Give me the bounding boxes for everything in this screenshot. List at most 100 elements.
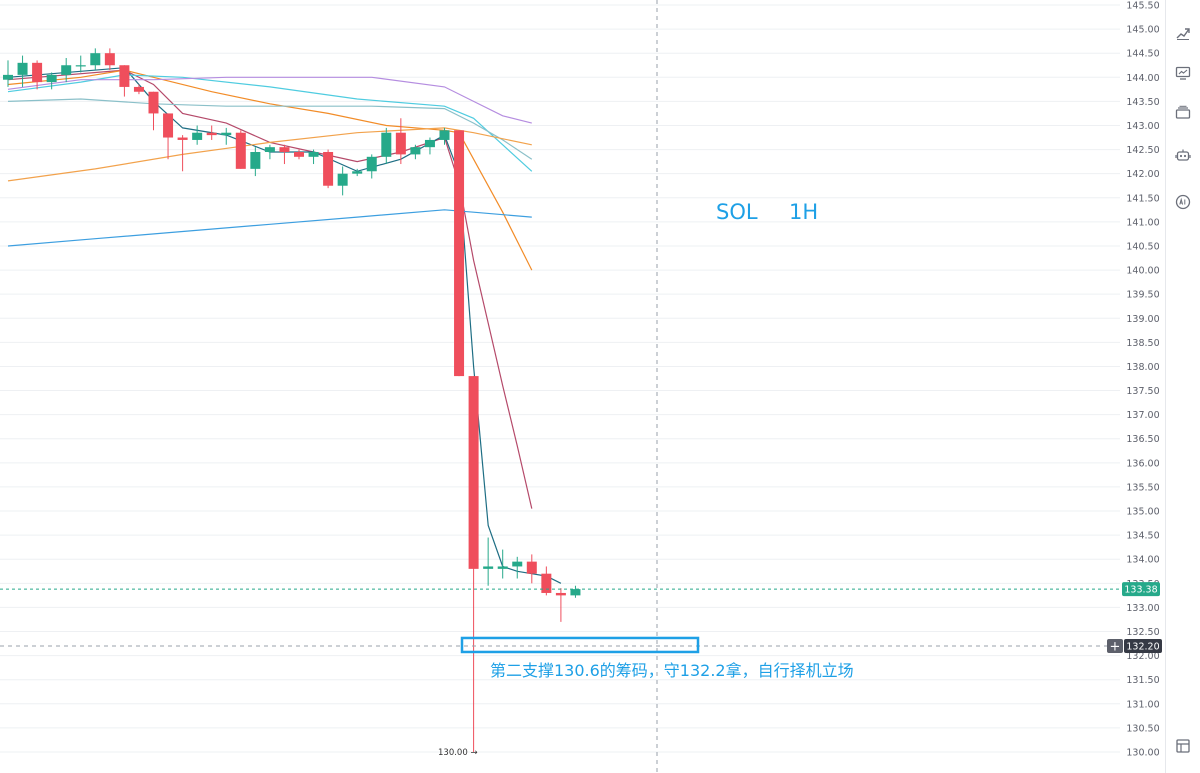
candle-body	[294, 151, 304, 157]
low-price-marker: 130.00 →	[438, 748, 478, 758]
plus-icon[interactable]: +	[1110, 639, 1121, 654]
candle	[90, 48, 101, 71]
y-tick-label: 137.50	[1126, 386, 1159, 397]
price-axis[interactable]: 145.50 145.00 144.50 144.00 143.50 143.00 142.…	[1120, 0, 1166, 773]
candle	[497, 549, 508, 579]
candle-body	[555, 592, 566, 596]
y-tick-label: 139.00	[1126, 314, 1159, 325]
candle-body	[497, 566, 508, 569]
moving-average-line	[7, 76, 532, 124]
monitor-icon[interactable]	[1174, 64, 1192, 82]
moving-average-lines	[7, 67, 562, 584]
y-tick-label: 140.00	[1126, 266, 1159, 277]
candle	[206, 125, 217, 140]
current-price-tag	[1122, 582, 1160, 597]
moving-average-line	[7, 67, 562, 584]
candle	[177, 135, 188, 172]
y-tick-label: 135.50	[1126, 482, 1159, 493]
stacked-cards-icon[interactable]	[1174, 104, 1192, 122]
candle-body	[468, 376, 479, 569]
y-tick-label: 134.00	[1126, 555, 1159, 566]
candle-body	[17, 62, 28, 75]
candle-body	[119, 65, 130, 87]
moving-average-line	[7, 98, 533, 160]
y-tick-label: 130.50	[1126, 723, 1159, 734]
candle	[104, 48, 115, 71]
moving-average-line	[7, 127, 532, 182]
candle-body	[483, 566, 494, 569]
y-tick-label: 141.00	[1126, 217, 1159, 228]
y-tick-label: 137.00	[1126, 410, 1159, 421]
y-tick-label: 138.50	[1126, 338, 1159, 349]
ai-badge-icon[interactable]	[1174, 193, 1192, 211]
candle	[541, 566, 552, 596]
layout-panel-icon[interactable]	[1174, 737, 1192, 755]
candle-body	[570, 589, 581, 596]
y-tick-label: 136.00	[1126, 458, 1159, 469]
candle-body	[206, 132, 217, 136]
candle-body	[192, 132, 203, 140]
candle	[366, 154, 377, 179]
candle-body	[133, 86, 144, 92]
y-tick-label: 132.50	[1126, 627, 1159, 638]
candle-body	[163, 113, 174, 138]
trending-chart-icon[interactable]	[1174, 24, 1192, 42]
y-tick-label: 133.00	[1126, 603, 1159, 614]
support-annotation: 第二支撑130.6的筹码，守132.2拿，自行择机立场	[490, 661, 854, 680]
candle-body	[61, 65, 72, 75]
candle	[570, 585, 581, 598]
candle	[352, 168, 363, 177]
candle-body	[32, 62, 43, 83]
moving-average-line	[7, 69, 533, 509]
candle	[279, 144, 290, 165]
candle	[133, 84, 144, 95]
candle	[526, 554, 537, 584]
robot-icon[interactable]	[1174, 146, 1192, 164]
candle-body	[323, 151, 334, 186]
right-toolbar	[1165, 0, 1200, 773]
candle-body	[235, 132, 246, 169]
candle-body	[279, 147, 290, 152]
y-tick-label: 134.50	[1126, 531, 1159, 542]
current-price-tag-label: 133.38	[1124, 585, 1157, 596]
candle-body	[46, 74, 57, 83]
support-zone-box	[460, 636, 700, 654]
y-tick-label: 131.50	[1126, 675, 1159, 686]
y-tick-label: 142.00	[1126, 169, 1159, 180]
candle-body	[526, 561, 537, 574]
crosshair-plus-button[interactable]	[1107, 638, 1123, 653]
candle	[395, 118, 406, 165]
candle	[46, 72, 57, 90]
candle	[294, 149, 304, 160]
candle-body	[424, 139, 435, 148]
candle	[250, 147, 261, 177]
y-tick-label: 145.50	[1126, 1, 1159, 12]
candle	[148, 91, 159, 131]
y-tick-label: 142.50	[1126, 145, 1159, 156]
moving-average-line	[7, 209, 532, 247]
y-tick-label: 132.00	[1126, 651, 1159, 662]
candle-body	[454, 130, 465, 377]
y-tick-label: 144.00	[1126, 73, 1159, 84]
candle-body	[410, 147, 421, 155]
candles	[3, 48, 581, 752]
candle	[192, 125, 203, 145]
candle	[119, 65, 130, 97]
candle-body	[512, 561, 523, 567]
candle	[264, 144, 275, 160]
y-tick-label: 143.50	[1126, 97, 1159, 108]
candle	[32, 60, 43, 90]
candle-body	[439, 130, 450, 140]
candle-body	[75, 65, 86, 67]
candle	[235, 130, 246, 169]
candle	[381, 127, 392, 165]
candle	[439, 127, 450, 145]
candle-body	[381, 132, 392, 157]
candle	[323, 149, 334, 189]
y-tick-label: 144.50	[1126, 49, 1159, 60]
candle	[308, 149, 319, 165]
candle-body	[250, 151, 261, 169]
candle-body	[541, 573, 552, 593]
timeframe-label: 1H	[789, 200, 818, 224]
